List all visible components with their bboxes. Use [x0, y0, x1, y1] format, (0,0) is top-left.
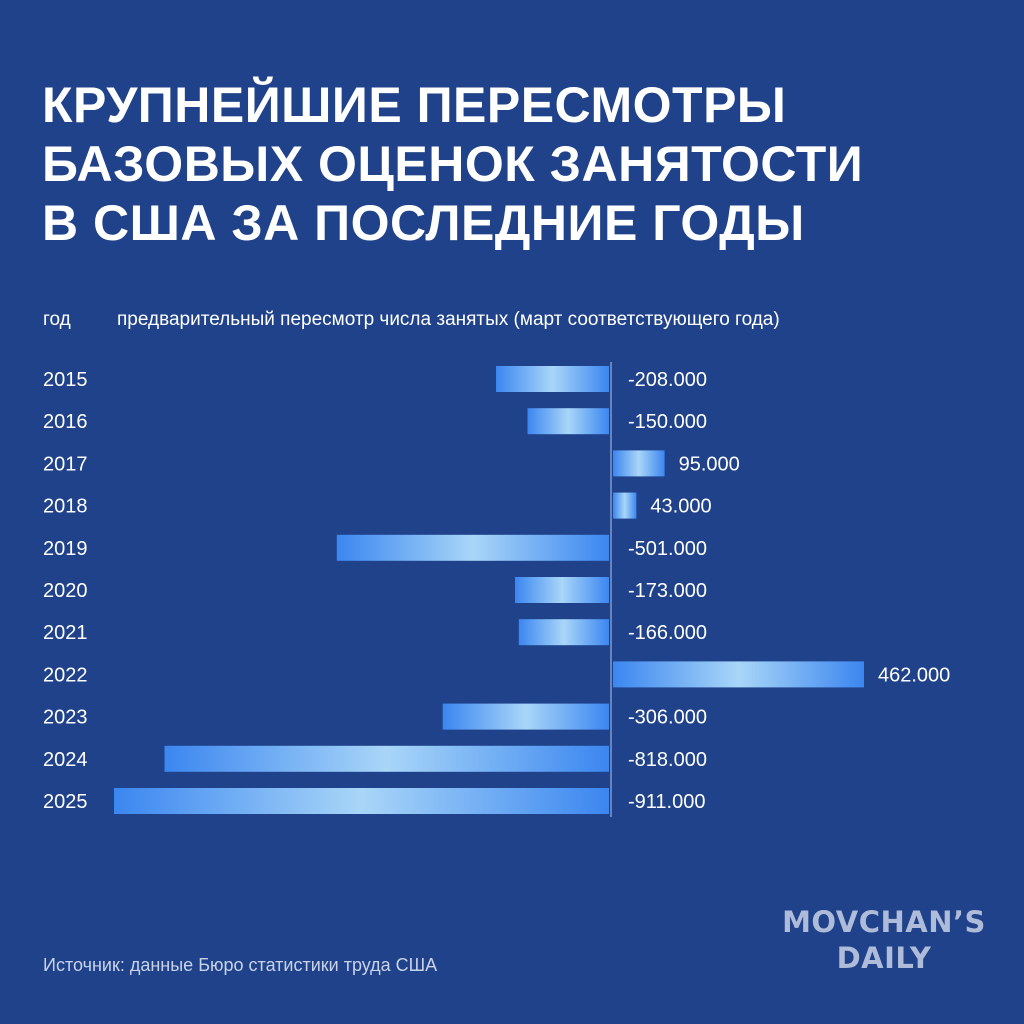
year-label-2015: 2015	[43, 369, 88, 391]
value-label-2023: -306.000	[628, 707, 707, 729]
title-line-2: БАЗОВЫХ ОЦЕНОК ЗАНЯТОСТИ	[42, 136, 864, 192]
value-label-2020: -173.000	[628, 580, 707, 602]
value-label-2016: -150.000	[628, 411, 707, 433]
bars-group	[114, 366, 864, 814]
value-label-2017: 95.000	[679, 453, 740, 475]
value-label-2024: -818.000	[628, 749, 707, 771]
year-label-2021: 2021	[43, 622, 88, 644]
title-line-3: В США ЗА ПОСЛЕДНИЕ ГОДЫ	[42, 195, 805, 251]
value-label-2018: 43.000	[650, 496, 711, 518]
year-label-2017: 2017	[43, 453, 88, 475]
year-column-header: год	[43, 309, 71, 330]
bar-2023	[442, 703, 609, 730]
year-label-2019: 2019	[43, 538, 88, 560]
year-label-2020: 2020	[43, 580, 88, 602]
bar-2018	[613, 492, 637, 519]
value-label-2025: -911.000	[628, 791, 705, 813]
chart-title: КРУПНЕЙШИЕ ПЕРЕСМОТРЫ БАЗОВЫХ ОЦЕНОК ЗАН…	[42, 76, 1002, 253]
revision-column-header: предварительный пересмотр числа занятых …	[117, 309, 780, 330]
labels-group: 2015 -208.000 2016 -150.000 2017 95.000 2018 43…	[43, 369, 950, 813]
brand-line-2: DAILY	[836, 941, 932, 975]
value-label-2015: -208.000	[628, 369, 707, 391]
bar-2015	[496, 366, 609, 392]
bar-2020	[515, 577, 609, 603]
title-line-1: КРУПНЕЙШИЕ ПЕРЕСМОТРЫ	[42, 77, 787, 133]
year-label-2016: 2016	[43, 411, 88, 433]
value-label-2022: 462.000	[878, 664, 950, 686]
bar-2025	[114, 788, 609, 814]
value-label-2019: -501.000	[628, 538, 707, 560]
source-note: Источник: данные Бюро статистики труда С…	[43, 955, 438, 975]
value-label-2021: -166.000	[628, 622, 707, 644]
year-label-2022: 2022	[43, 664, 88, 686]
bar-2016	[527, 408, 609, 435]
year-label-2025: 2025	[43, 791, 88, 813]
brand-line-1: MOVCHAN’S	[782, 905, 986, 939]
bar-2022	[613, 661, 864, 688]
year-label-2023: 2023	[43, 707, 88, 729]
bar-2024	[164, 745, 609, 772]
brand-logo: MOVCHAN’S DAILY	[774, 904, 994, 976]
bar-2019	[336, 534, 609, 561]
year-label-2018: 2018	[43, 496, 88, 518]
bar-2021	[518, 619, 609, 646]
bar-2017	[613, 450, 665, 477]
year-label-2024: 2024	[43, 749, 88, 771]
